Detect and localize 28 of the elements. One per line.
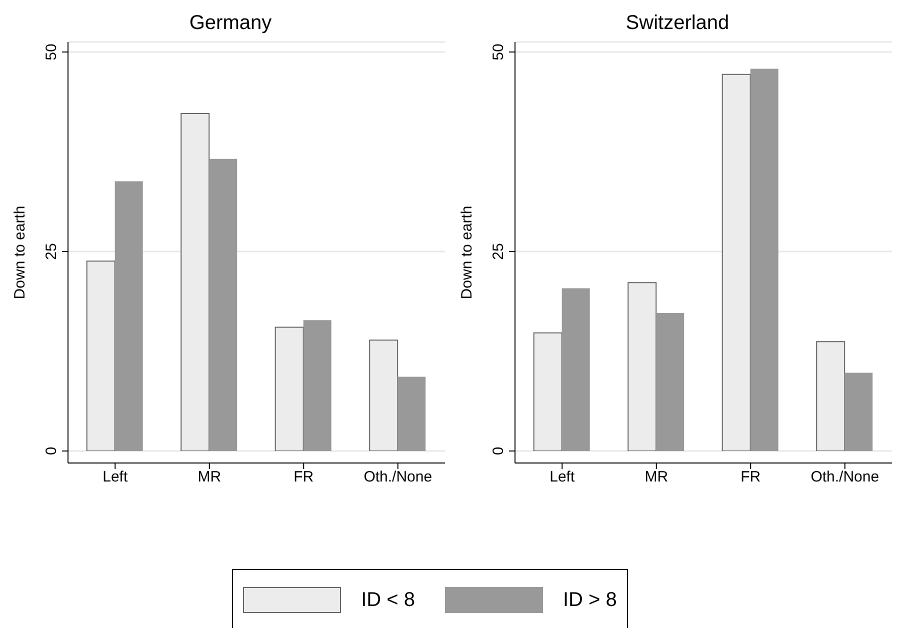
bar xyxy=(209,158,238,451)
y-tick-label: 25 xyxy=(490,243,507,260)
bar xyxy=(398,376,426,451)
y-tick-label: 50 xyxy=(490,44,507,60)
y-tick-label: 0 xyxy=(490,446,507,456)
bar xyxy=(303,320,332,451)
x-tick-label: Left xyxy=(102,468,128,486)
y-axis-title: Down to earth xyxy=(458,206,476,300)
x-tick-label: MR xyxy=(198,468,222,486)
legend-label: ID > 8 xyxy=(563,588,617,612)
y-axis-title: Down to earth xyxy=(11,206,28,300)
bar xyxy=(562,288,590,451)
x-tick-label: Oth./None xyxy=(810,468,880,486)
x-tick-label: Oth./None xyxy=(364,468,432,486)
y-tick-label: 50 xyxy=(43,44,60,60)
x-tick-label: FR xyxy=(294,468,314,486)
x-tick-label: FR xyxy=(740,468,761,486)
bar xyxy=(844,372,873,451)
x-tick-label: Left xyxy=(550,468,576,486)
y-tick-label: 0 xyxy=(43,446,60,456)
y-tick-label: 25 xyxy=(43,243,60,260)
bar xyxy=(114,181,143,451)
chart-title: Germany xyxy=(188,11,273,36)
chart-title: Switzerland xyxy=(624,11,730,36)
bar xyxy=(656,312,684,451)
legend-label: ID < 8 xyxy=(361,588,415,612)
bar xyxy=(750,68,778,451)
x-tick-label: MR xyxy=(644,468,668,486)
